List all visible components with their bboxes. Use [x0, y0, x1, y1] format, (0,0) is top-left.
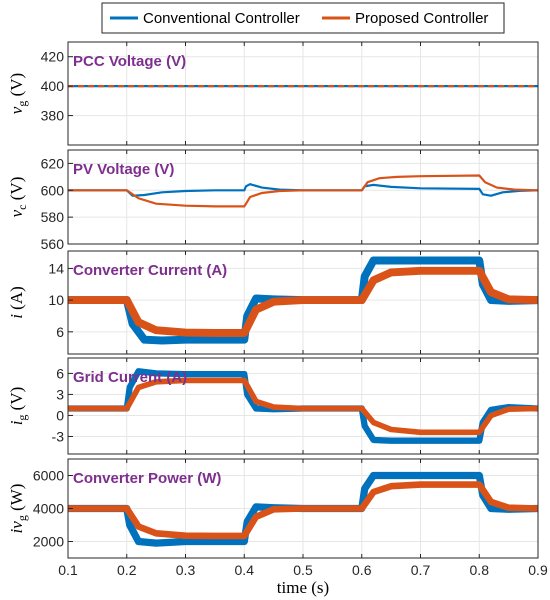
y-axis-label: ig (V): [7, 387, 29, 426]
y-axis-label: i (A): [7, 286, 26, 319]
y-tick-label: 580: [41, 209, 65, 225]
y-tick-label: 14: [48, 260, 64, 276]
series-group: [68, 368, 538, 444]
series-group: [68, 174, 538, 208]
panel-4: -3 0 3 6 Grid Current (A) ig (V): [7, 357, 539, 455]
panel-2: 560 580 600 620 PV Voltage (V) vc (V): [7, 149, 539, 252]
y-tick-label: 10: [48, 292, 64, 308]
series-group: [68, 471, 538, 547]
y-tick-label: 6000: [33, 468, 64, 484]
y-axis-label: vg (V): [7, 73, 29, 114]
x-tick-label: 0.7: [411, 562, 431, 578]
x-tick-label: 0.1: [58, 562, 78, 578]
y-tick-label: 560: [41, 236, 65, 252]
series-proposed-band: [68, 481, 538, 540]
x-axis-label: time (s): [277, 578, 329, 597]
y-axis-label: vc (V): [7, 177, 29, 218]
y-tick-label: 2000: [33, 534, 64, 550]
panel-title: PCC Voltage (V): [73, 53, 186, 70]
y-tick-label: 400: [41, 78, 65, 94]
panel-title: PV Voltage (V): [73, 161, 174, 178]
series-proposed-band: [68, 377, 538, 436]
y-tick-label: 3: [56, 386, 64, 402]
series-proposed-line: [68, 174, 538, 208]
x-tick-label: 0.3: [176, 562, 196, 578]
panel-title: Grid Current (A): [73, 369, 187, 386]
legend-label-conventional: Conventional Controller: [143, 10, 300, 27]
panel-3: 6 10 14 Converter Current (A) i (A): [7, 250, 539, 355]
y-tick-label: 620: [41, 155, 65, 171]
panel-title: Converter Current (A): [73, 262, 227, 279]
x-tick-label: 0.2: [117, 562, 137, 578]
legend-label-proposed: Proposed Controller: [355, 10, 488, 27]
x-tick-label: 0.5: [293, 562, 313, 578]
y-tick-label: 380: [41, 108, 65, 124]
y-tick-label: 6: [56, 365, 64, 381]
y-axis-label: ivg (W): [7, 484, 29, 534]
series-proposed-band: [68, 266, 538, 337]
legend-box: [101, 2, 505, 34]
y-tick-label: 0: [56, 407, 64, 423]
panel-5: 2000 4000 6000 Converter Power (W) ivg (W) 0.…: [7, 458, 548, 578]
legend: Conventional Controller Proposed Control…: [101, 2, 505, 34]
x-tick-label: 0.6: [352, 562, 372, 578]
y-tick-label: 4000: [33, 501, 64, 517]
y-tick-label: 6: [56, 324, 64, 340]
x-tick-label: 0.8: [470, 562, 490, 578]
y-tick-label: 420: [41, 49, 65, 65]
panel-1: 380 400 420 PCC Voltage (V) vg (V): [7, 41, 539, 146]
x-tick-label: 0.4: [235, 562, 255, 578]
panel-title: Converter Power (W): [73, 470, 221, 487]
y-tick-label: 600: [41, 182, 65, 198]
series-group: [68, 256, 538, 345]
y-tick-label: -3: [52, 428, 65, 444]
x-tick-label: 0.9: [528, 562, 548, 578]
